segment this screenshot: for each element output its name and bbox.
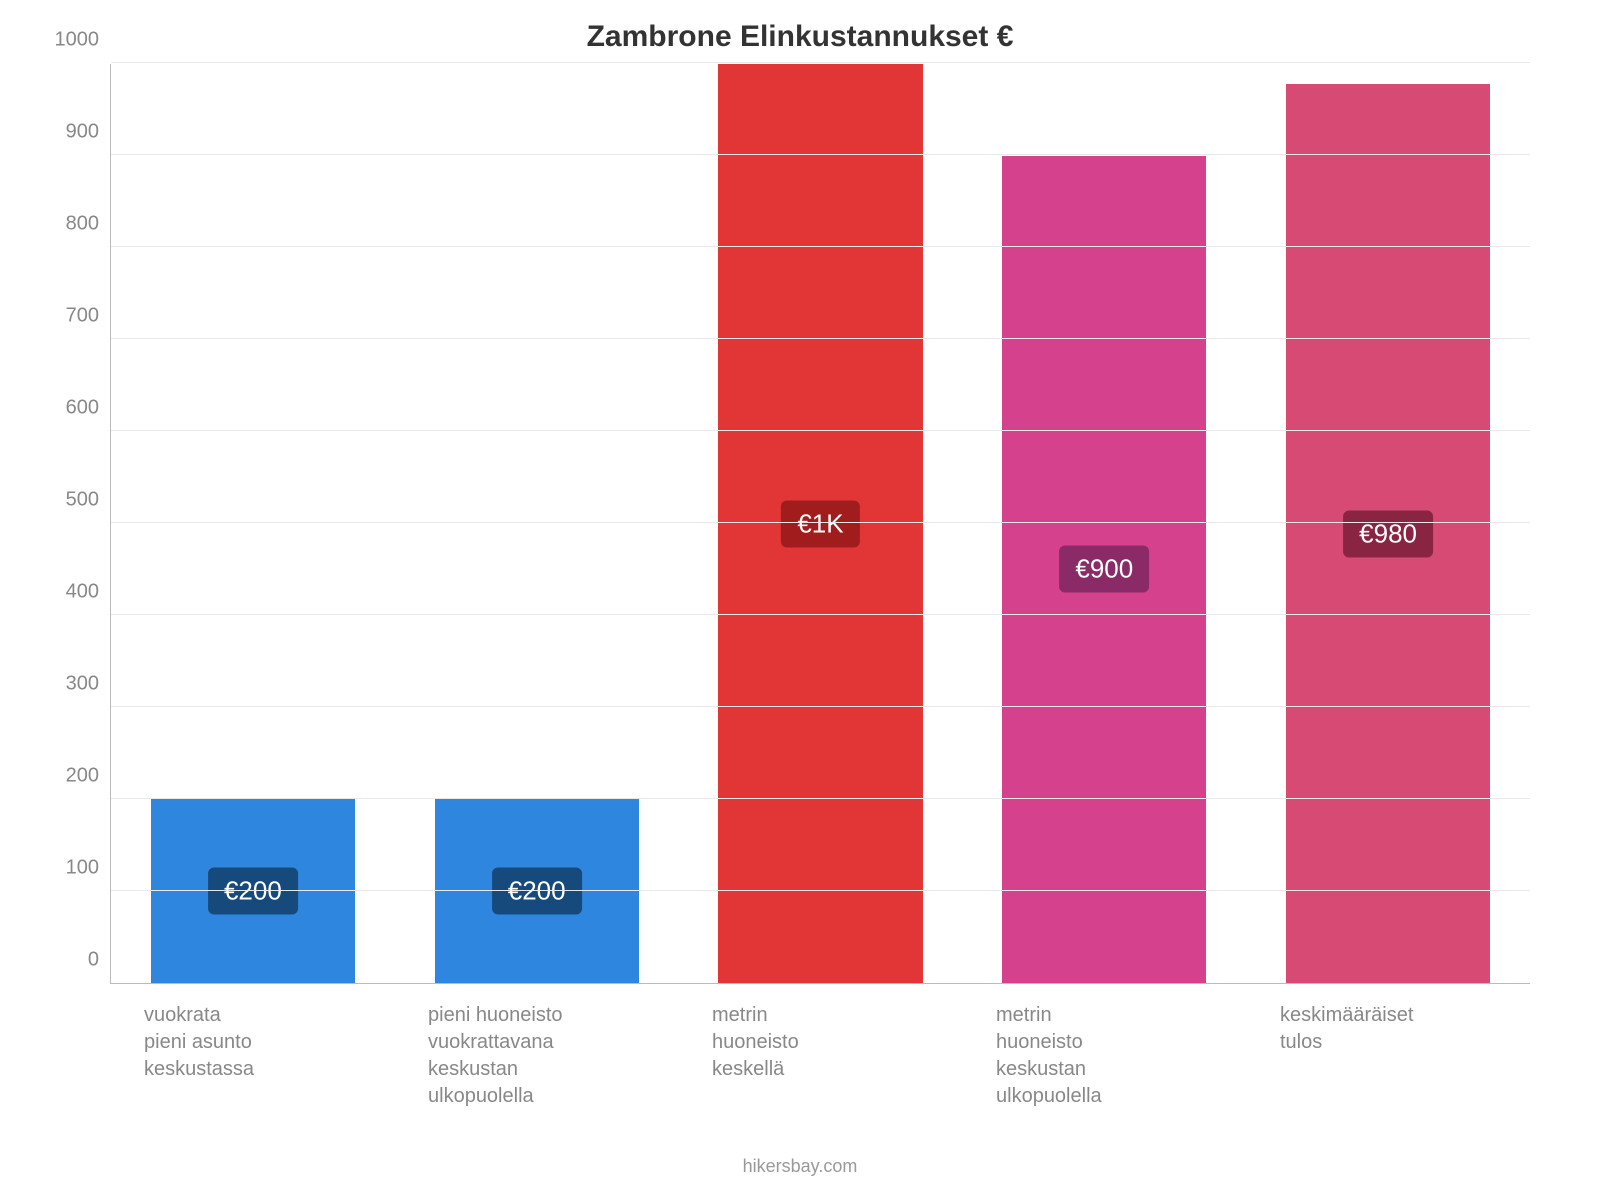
y-tick-label: 600 xyxy=(66,397,111,420)
plot-area: €200€200€1K€900€980 01002003004005006007… xyxy=(110,64,1530,984)
x-label-slot: pieni huoneisto vuokrattavana keskustan … xyxy=(394,1002,678,1110)
x-axis-label: metrin huoneisto keskustan ulkopuolella xyxy=(996,1002,1102,1110)
gridline xyxy=(111,154,1530,155)
value-badge: €980 xyxy=(1343,510,1433,557)
gridline xyxy=(111,522,1530,523)
y-tick-label: 800 xyxy=(66,213,111,236)
bar: €200 xyxy=(435,799,639,983)
y-tick-label: 200 xyxy=(66,765,111,788)
gridline xyxy=(111,246,1530,247)
x-axis-label: pieni huoneisto vuokrattavana keskustan … xyxy=(428,1002,563,1110)
y-tick-label: 400 xyxy=(66,581,111,604)
x-label-slot: vuokrata pieni asunto keskustassa xyxy=(110,1002,394,1110)
y-tick-label: 100 xyxy=(66,857,111,880)
bar-slot: €900 xyxy=(962,64,1246,983)
bar-slot: €980 xyxy=(1246,64,1530,983)
cost-of-living-chart: Zambrone Elinkustannukset € €200€200€1K€… xyxy=(0,0,1600,1200)
bar: €980 xyxy=(1286,84,1490,983)
x-label-slot: metrin huoneisto keskellä xyxy=(678,1002,962,1110)
x-axis-label: keskimääräiset tulos xyxy=(1280,1002,1413,1110)
bar: €900 xyxy=(1002,156,1206,983)
bar: €1K xyxy=(718,64,922,983)
value-badge: €900 xyxy=(1059,546,1149,593)
value-badge: €200 xyxy=(208,868,298,915)
x-label-slot: metrin huoneisto keskustan ulkopuolella xyxy=(962,1002,1246,1110)
bar-slot: €200 xyxy=(395,64,679,983)
y-tick-label: 0 xyxy=(88,949,111,972)
x-axis-labels: vuokrata pieni asunto keskustassa pieni h… xyxy=(110,984,1530,1110)
gridline xyxy=(111,890,1530,891)
gridline xyxy=(111,706,1530,707)
gridline xyxy=(111,430,1530,431)
bar-slot: €200 xyxy=(111,64,395,983)
x-axis-label: vuokrata pieni asunto keskustassa xyxy=(144,1002,254,1110)
y-tick-label: 300 xyxy=(66,673,111,696)
bar-slot: €1K xyxy=(679,64,963,983)
gridline xyxy=(111,62,1530,63)
x-label-slot: keskimääräiset tulos xyxy=(1246,1002,1530,1110)
x-axis-label: metrin huoneisto keskellä xyxy=(712,1002,799,1110)
y-tick-label: 500 xyxy=(66,489,111,512)
gridline xyxy=(111,614,1530,615)
y-tick-label: 1000 xyxy=(55,29,112,52)
gridline xyxy=(111,338,1530,339)
bar: €200 xyxy=(151,799,355,983)
gridline xyxy=(111,798,1530,799)
value-badge: €1K xyxy=(781,500,859,547)
y-tick-label: 900 xyxy=(66,121,111,144)
bars-container: €200 €200 €1K €900 €980 xyxy=(111,64,1530,983)
attribution-text: hikersbay.com xyxy=(40,1156,1560,1177)
y-tick-label: 700 xyxy=(66,305,111,328)
value-badge: €200 xyxy=(492,868,582,915)
chart-title: Zambrone Elinkustannukset € xyxy=(40,20,1560,54)
